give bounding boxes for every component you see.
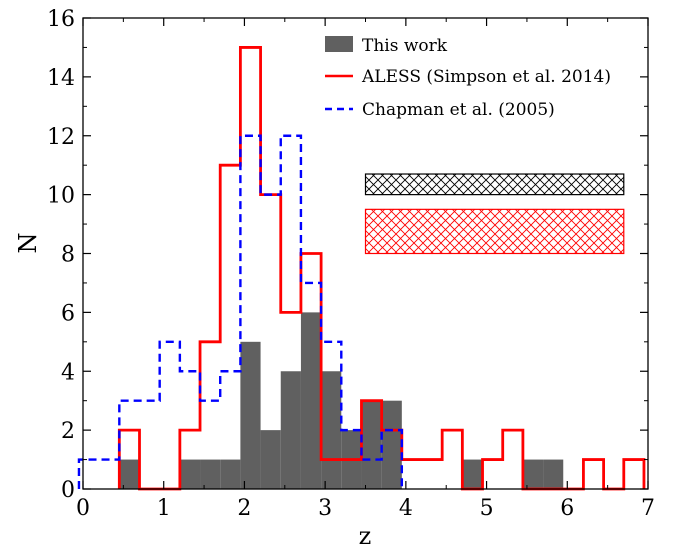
x-tick-label: 5 [480,496,494,521]
x-tick-label: 3 [318,496,332,521]
x-tick-label: 0 [76,496,90,521]
y-tick-label: 6 [61,301,75,326]
this-work-histogram [119,312,564,489]
histogram-bar [361,400,382,489]
x-tick-label: 7 [641,496,655,521]
y-tick-label: 0 [61,478,75,503]
histogram-bar [321,371,342,489]
histogram-bar [462,459,483,489]
legend-swatch-this-work [325,36,353,52]
y-tick-label: 10 [47,184,75,209]
histogram-bar [543,459,564,489]
histogram-bar [240,341,261,489]
histogram-bar [220,459,241,489]
legend-label-aless: ALESS (Simpson et al. 2014) [361,67,611,87]
x-tick-label: 4 [399,496,413,521]
histogram-bar [119,459,140,489]
histogram-bar [260,430,281,489]
histogram-bar [200,459,221,489]
histogram-bar [300,312,322,489]
histogram-bar [280,371,301,489]
y-axis-title: N [14,233,42,254]
x-tick-label: 6 [560,496,574,521]
x-axis-title: z [359,522,372,550]
range-box-black [364,173,625,196]
legend: This work ALESS (Simpson et al. 2014) Ch… [325,36,611,120]
x-tick-label: 2 [237,496,251,521]
y-tick-label: 14 [47,66,75,91]
histogram-bar [179,459,201,489]
redshift-range-boxes [364,173,625,255]
y-tick-label: 8 [61,243,75,268]
histogram-bar [522,459,544,489]
chapman-step-line [77,134,404,489]
y-tick-label: 4 [61,360,75,385]
legend-label-chapman: Chapman et al. (2005) [362,100,555,120]
range-box-red [364,208,625,255]
histogram-bar [381,400,402,489]
y-tick-label: 12 [47,125,75,150]
legend-label-this-work: This work [362,36,448,56]
y-tick-label: 2 [61,419,75,444]
y-tick-label: 16 [47,7,75,32]
x-tick-label: 1 [157,496,171,521]
